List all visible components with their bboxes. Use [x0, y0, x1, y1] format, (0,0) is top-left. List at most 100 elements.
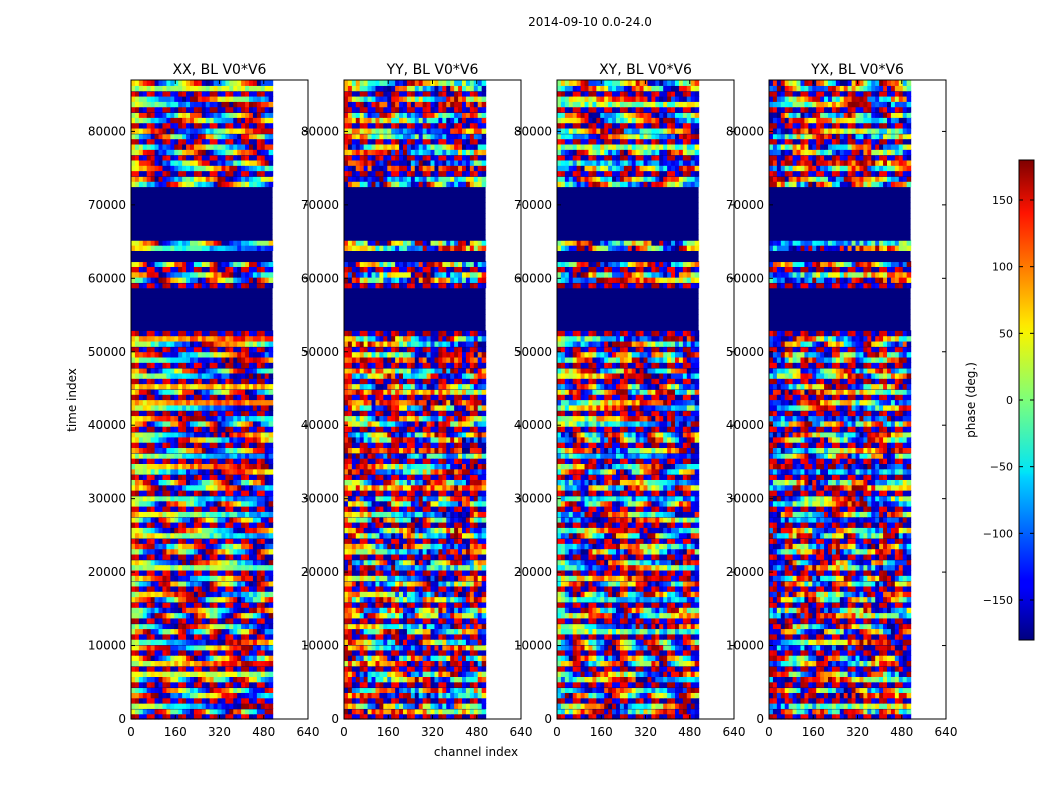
phase-cell: [134, 394, 140, 401]
phase-cell: [225, 532, 230, 539]
phase-cell: [197, 330, 203, 337]
phase-cell: [205, 516, 211, 523]
phase-cell: [221, 703, 226, 709]
phase-cell: [438, 575, 443, 582]
phase-cell: [146, 351, 152, 358]
phase-cell: [473, 617, 479, 624]
phase-cell: [430, 697, 436, 704]
phase-cell: [430, 580, 436, 587]
phase-cell: [166, 80, 171, 86]
phase-cell: [450, 612, 455, 619]
phase-cell: [237, 580, 242, 587]
phase-cell: [154, 106, 160, 113]
phase-cell: [395, 532, 400, 539]
phase-cell: [245, 521, 250, 528]
phase-cell: [142, 351, 148, 358]
phase-cell: [462, 687, 467, 693]
phase-cell: [131, 575, 136, 582]
phase-cell: [229, 277, 234, 283]
phase-cell: [209, 351, 215, 358]
phase-cell: [256, 495, 262, 502]
phase-cell: [462, 623, 467, 630]
phase-cell: [138, 655, 144, 662]
phase-cell: [158, 372, 164, 379]
phase-cell: [454, 601, 459, 608]
phase-cell: [347, 617, 353, 624]
phase-cell: [395, 633, 400, 640]
phase-cell: [268, 703, 274, 709]
phase-cell: [221, 713, 226, 720]
phase-cell: [450, 601, 455, 608]
phase-cell: [268, 175, 274, 182]
phase-cell: [217, 85, 223, 92]
phase-cell: [190, 85, 195, 92]
phase-cell: [146, 271, 152, 278]
phase-cell: [229, 90, 234, 97]
phase-cell: [162, 351, 167, 358]
phase-cell: [225, 122, 230, 129]
phase-cell: [426, 708, 432, 715]
phase-cell: [201, 383, 207, 390]
phase-cell: [197, 239, 203, 246]
phase-cell: [166, 351, 171, 358]
phase-cell: [264, 436, 270, 443]
phase-cell: [469, 553, 475, 560]
phase-cell: [193, 580, 199, 587]
phase-cell: [387, 548, 392, 555]
phase-cell: [190, 415, 195, 422]
phase-cell: [237, 463, 242, 470]
phase-cell: [237, 127, 242, 134]
phase-cell: [256, 133, 262, 140]
phase-cell: [131, 452, 136, 459]
phase-cell: [237, 633, 242, 640]
phase-cell: [229, 490, 234, 496]
phase-cell: [477, 639, 483, 646]
phase-cell: [422, 703, 428, 709]
phase-cell: [363, 548, 369, 555]
phase-cell: [260, 516, 266, 523]
phase-cell: [158, 330, 164, 337]
phase-cell: [205, 420, 211, 427]
phase-cell: [241, 271, 246, 278]
phase-cell: [217, 245, 223, 251]
phase-cell: [190, 261, 195, 267]
phase-cell: [454, 569, 459, 576]
phase-cell: [205, 463, 211, 470]
phase-cell: [465, 681, 471, 688]
phase-cell: [442, 708, 447, 715]
phase-cell: [146, 410, 152, 417]
phase-cell: [245, 245, 250, 251]
phase-cell: [131, 80, 136, 86]
phase-cell: [197, 506, 203, 512]
phase-cell: [217, 404, 223, 411]
phase-cell: [268, 133, 274, 140]
phase-cell: [249, 383, 254, 390]
phase-cell: [391, 548, 396, 555]
phase-cell: [477, 580, 483, 587]
phase-cell: [264, 687, 270, 693]
phase-cell: [252, 181, 258, 188]
phase-cell: [186, 660, 191, 667]
phase-cell: [170, 521, 175, 528]
phase-cell: [422, 628, 428, 635]
phase-cell: [233, 133, 238, 140]
phase-cell: [142, 372, 148, 379]
phase-cell: [458, 564, 463, 571]
phase-cell: [462, 649, 467, 656]
phase-cell: [154, 479, 160, 486]
phase-cell: [182, 500, 187, 507]
phase-cell: [166, 85, 171, 92]
phase-cell: [229, 122, 234, 129]
phase-cell: [264, 85, 270, 92]
phase-cell: [442, 639, 447, 646]
phase-cell: [469, 623, 475, 630]
phase-cell: [182, 362, 187, 369]
phase-cell: [178, 623, 183, 630]
phase-cell: [245, 532, 250, 539]
phase-cell: [462, 575, 467, 582]
phase-cell: [233, 410, 238, 417]
phase-cell: [150, 239, 156, 246]
phase-cell: [213, 143, 219, 150]
phase-cell: [268, 426, 274, 433]
phase-cell: [138, 623, 144, 630]
